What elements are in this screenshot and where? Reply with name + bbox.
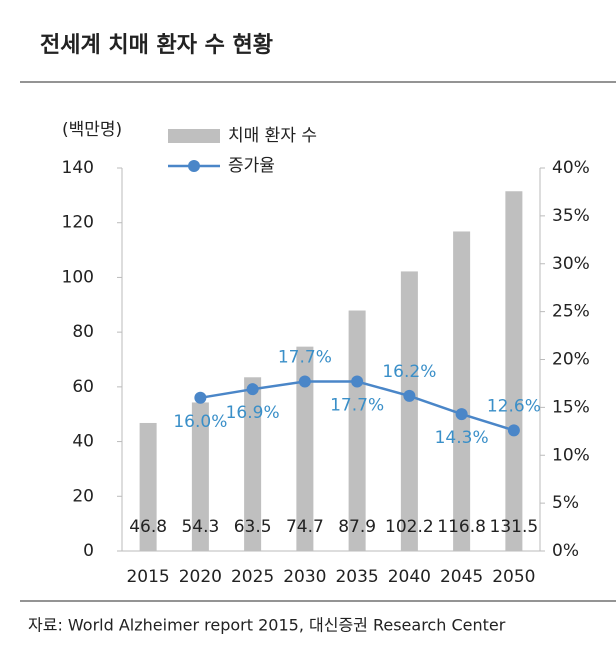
y2-tick-label: 40% [552,158,590,178]
line-point [194,391,207,404]
bar [348,310,366,551]
bar-value-label: 102.2 [385,517,434,537]
line-point [455,408,468,421]
y2-tick-label: 0% [552,541,579,561]
bar-value-label: 54.3 [181,517,219,537]
y-axis-label: (백만명) [62,120,122,140]
line-value-label: 14.3% [435,428,489,448]
y-tick-label: 140 [62,158,94,178]
legend-label: 치매 환자 수 [228,126,317,146]
line-value-label: 12.6% [487,396,541,416]
bar [505,191,523,551]
line-point [351,375,364,388]
source: 자료: World Alzheimer report 2015, 대신증권 Re… [28,616,506,635]
line-value-label: 17.7% [278,348,332,368]
chart-title: 전세계 치매 환자 수 현황 [40,33,273,58]
line-value-label: 16.9% [226,403,280,423]
x-tick-label: 2015 [126,567,169,587]
bar-value-label: 116.8 [437,517,486,537]
bar-value-label: 46.8 [129,517,167,537]
y2-tick-label: 15% [552,397,590,417]
bar [139,422,157,551]
bar-value-label: 131.5 [490,517,539,537]
legend-swatch-marker [188,160,200,172]
x-tick-label: 2050 [492,567,535,587]
y-tick-label: 0 [83,541,94,561]
line-value-label: 16.0% [173,412,227,432]
x-tick-label: 2020 [179,567,222,587]
y-tick-label: 60 [72,377,94,397]
line-value-label: 16.2% [382,362,436,382]
y-tick-label: 40 [72,432,94,452]
x-tick-label: 2025 [231,567,274,587]
y2-tick-label: 30% [552,254,590,274]
y2-tick-label: 25% [552,302,590,322]
x-tick-label: 2040 [388,567,431,587]
y-tick-label: 100 [62,267,94,287]
y2-tick-label: 10% [552,445,590,465]
line-point [507,424,520,437]
line-point [246,383,259,396]
y2-tick-label: 35% [552,206,590,226]
bar [244,377,262,551]
bar [453,231,471,551]
bar [191,402,209,551]
bar [296,346,314,551]
legend-swatch [168,129,220,143]
y-tick-label: 80 [72,322,94,342]
y-tick-label: 20 [72,486,94,506]
y2-tick-label: 5% [552,493,579,513]
bar-value-label: 63.5 [234,517,272,537]
x-tick-label: 2035 [335,567,378,587]
bar [400,271,418,551]
y2-tick-label: 20% [552,350,590,370]
bar-value-label: 87.9 [338,517,376,537]
line-point [403,389,416,402]
line-point [298,375,311,388]
y-tick-label: 120 [62,213,94,233]
bar-value-label: 74.7 [286,517,324,537]
x-tick-label: 2030 [283,567,326,587]
x-tick-label: 2045 [440,567,483,587]
legend-label: 증가율 [228,156,275,176]
line-value-label: 17.7% [330,396,384,416]
